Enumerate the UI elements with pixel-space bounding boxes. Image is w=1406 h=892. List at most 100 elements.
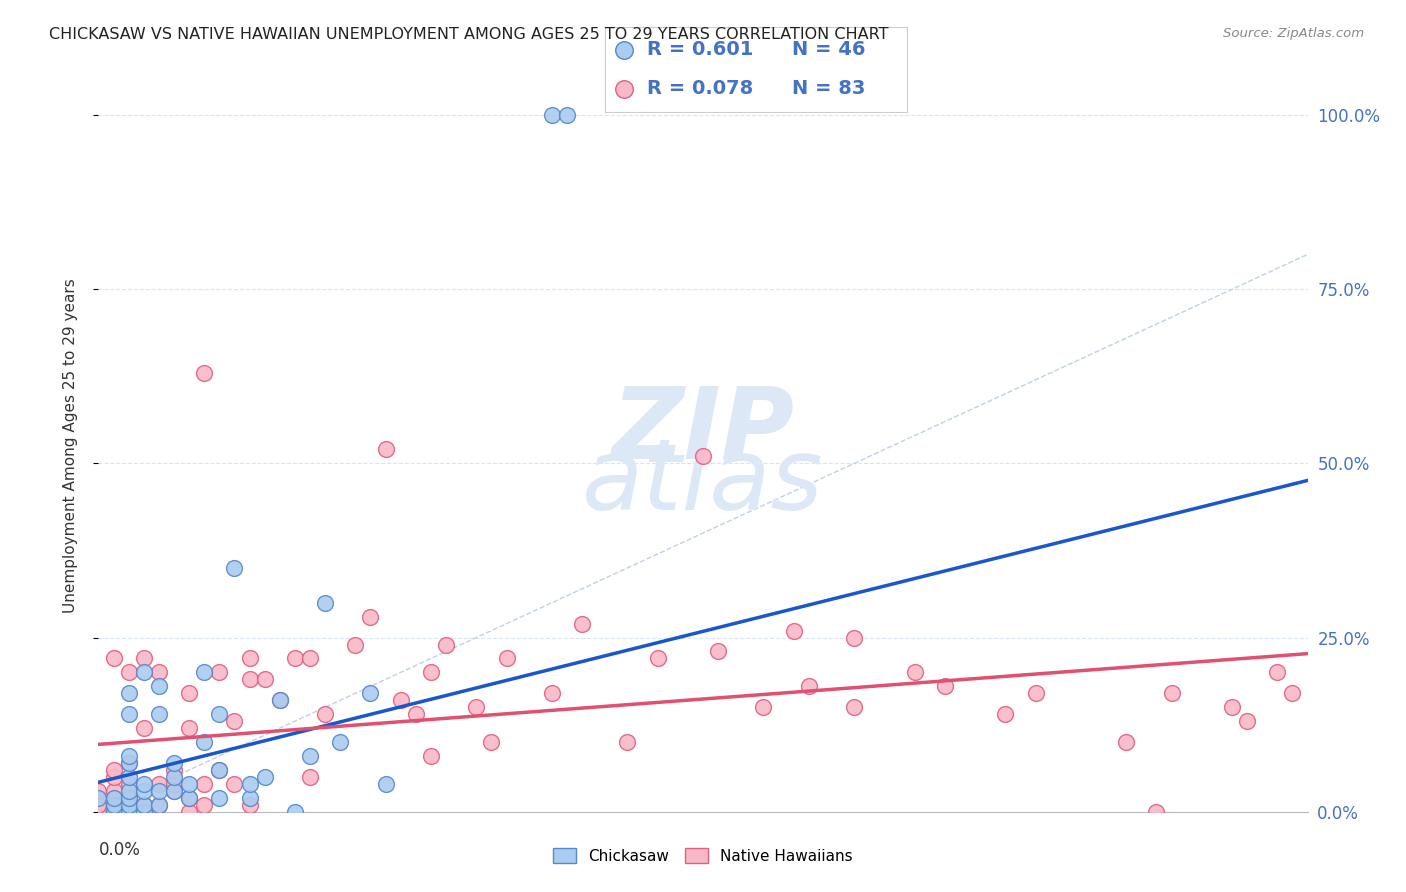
Point [87,797,110,812]
Text: N = 83: N = 83 [792,79,865,98]
Point [148,777,170,791]
Point [208,665,231,680]
Point [481,735,503,749]
Point [389,693,412,707]
Point [118,805,141,819]
Point [284,805,307,819]
Point [934,679,956,693]
Point [148,797,170,812]
Point [163,784,186,798]
Point [163,784,186,798]
Point [132,721,155,735]
Point [647,651,669,665]
Point [163,763,186,777]
Point [103,805,125,819]
Point [163,770,186,784]
Point [692,450,714,464]
Point [420,749,443,764]
Point [269,693,291,707]
Text: CHICKASAW VS NATIVE HAWAIIAN UNEMPLOYMENT AMONG AGES 25 TO 29 YEARS CORRELATION : CHICKASAW VS NATIVE HAWAIIAN UNEMPLOYMEN… [49,27,889,42]
Point [239,797,262,812]
Point [87,805,110,819]
Point [420,665,443,680]
Point [118,707,141,722]
Point [148,707,170,722]
Point [193,735,215,749]
Point [904,665,927,680]
Point [224,777,246,791]
Point [616,735,638,749]
Point [1267,665,1289,680]
Point [224,561,246,575]
Point [844,631,866,645]
Point [284,651,307,665]
Point [613,43,636,57]
Point [118,805,141,819]
Point [118,790,141,805]
Point [994,707,1017,722]
Point [118,805,141,819]
Point [253,770,276,784]
Point [239,673,262,687]
Text: R = 0.078: R = 0.078 [647,79,754,98]
Text: atlas: atlas [582,434,824,531]
Point [465,700,488,714]
Point [118,770,141,784]
Point [103,784,125,798]
Point [1281,686,1303,700]
Text: Source: ZipAtlas.com: Source: ZipAtlas.com [1223,27,1364,40]
Point [87,784,110,798]
Point [208,763,231,777]
Point [118,805,141,819]
Point [540,686,562,700]
Point [118,756,141,770]
Point [148,665,170,680]
Point [148,679,170,693]
Point [299,749,322,764]
Point [1220,700,1243,714]
Point [118,797,141,812]
Point [132,805,155,819]
Point [132,797,155,812]
Point [118,790,141,805]
Point [118,756,141,770]
Point [179,790,201,805]
Point [179,721,201,735]
Point [752,700,775,714]
Text: 0.0%: 0.0% [98,841,141,859]
Point [495,651,517,665]
Point [103,797,125,812]
Legend: Chickasaw, Native Hawaiians: Chickasaw, Native Hawaiians [547,842,859,870]
Point [1144,805,1167,819]
Point [239,651,262,665]
Point [103,797,125,812]
Point [360,686,382,700]
Point [208,763,231,777]
Point [253,673,276,687]
Text: R = 0.601: R = 0.601 [647,40,754,59]
Point [179,686,201,700]
Point [299,770,322,784]
Point [118,797,141,812]
Point [118,784,141,798]
Point [844,700,866,714]
Point [374,777,396,791]
Point [571,616,593,631]
Point [374,442,396,457]
Point [132,651,155,665]
Point [163,756,186,770]
Point [1115,735,1137,749]
Point [613,81,636,95]
Point [193,797,215,812]
Point [103,790,125,805]
Point [193,366,215,380]
Point [103,805,125,819]
Point [239,777,262,791]
Point [179,777,201,791]
Point [148,784,170,798]
Point [1236,714,1258,728]
Point [783,624,806,638]
Point [314,707,336,722]
Point [118,749,141,764]
Point [299,651,322,665]
